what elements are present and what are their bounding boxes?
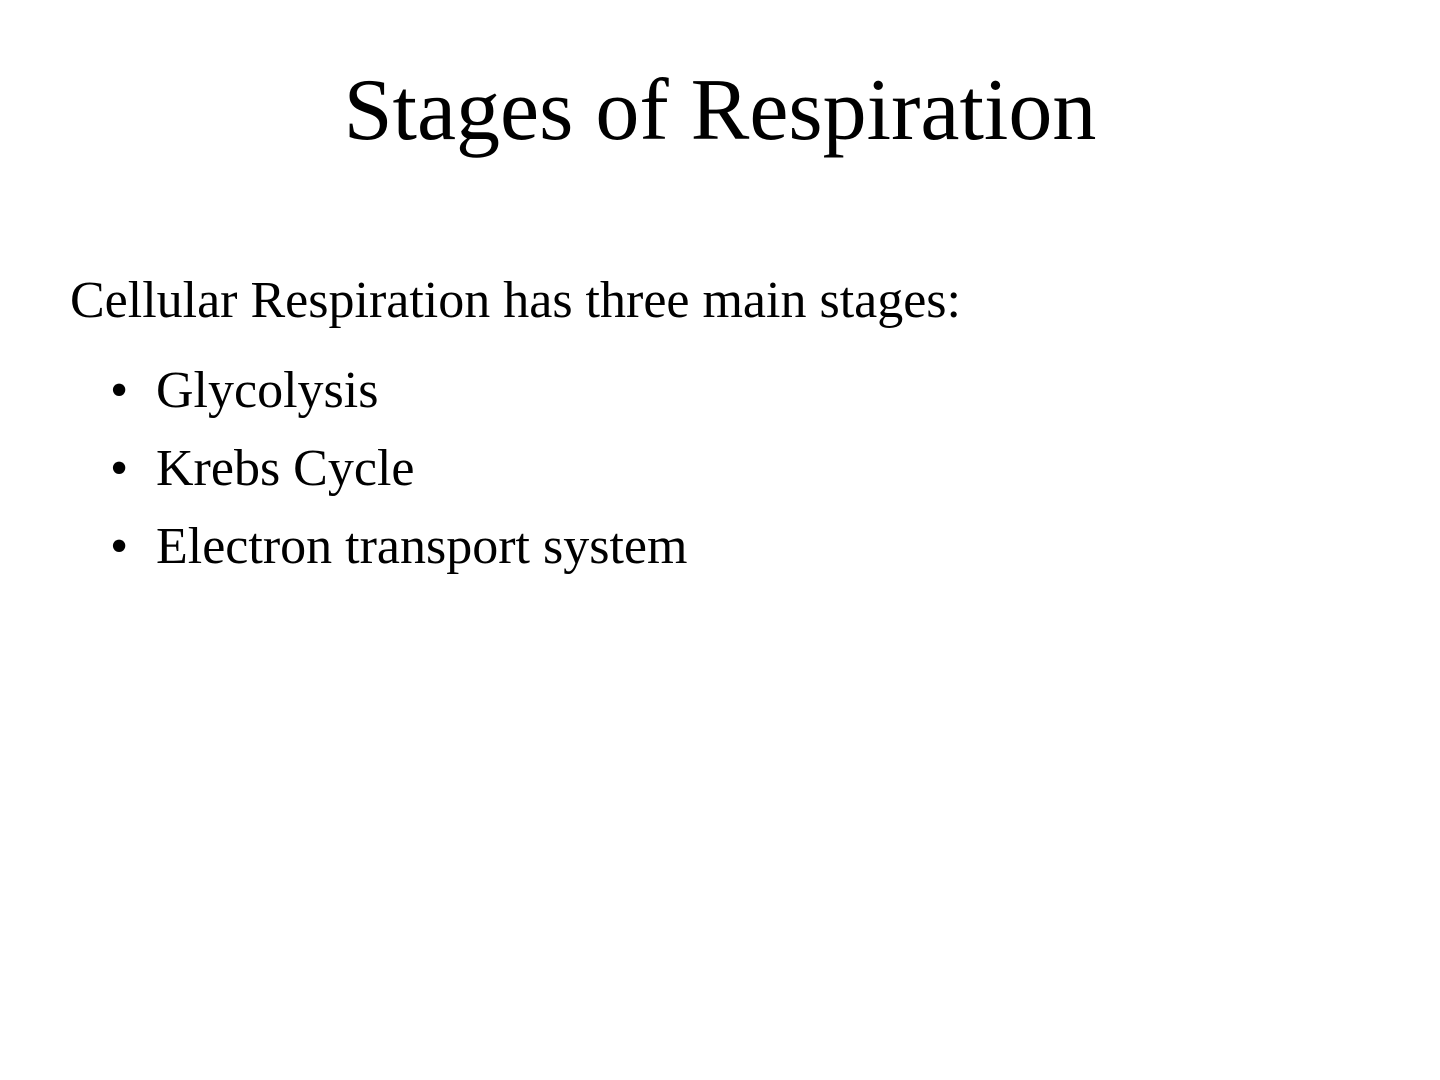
list-item: Glycolysis (110, 352, 1440, 430)
slide-content: Cellular Respiration has three main stag… (0, 271, 1440, 586)
bullet-list: Glycolysis Krebs Cycle Electron transpor… (70, 352, 1440, 586)
list-item: Krebs Cycle (110, 430, 1440, 508)
slide: Stages of Respiration Cellular Respirati… (0, 0, 1440, 1080)
list-item: Electron transport system (110, 508, 1440, 586)
intro-text: Cellular Respiration has three main stag… (70, 271, 1440, 330)
slide-title: Stages of Respiration (0, 60, 1440, 161)
